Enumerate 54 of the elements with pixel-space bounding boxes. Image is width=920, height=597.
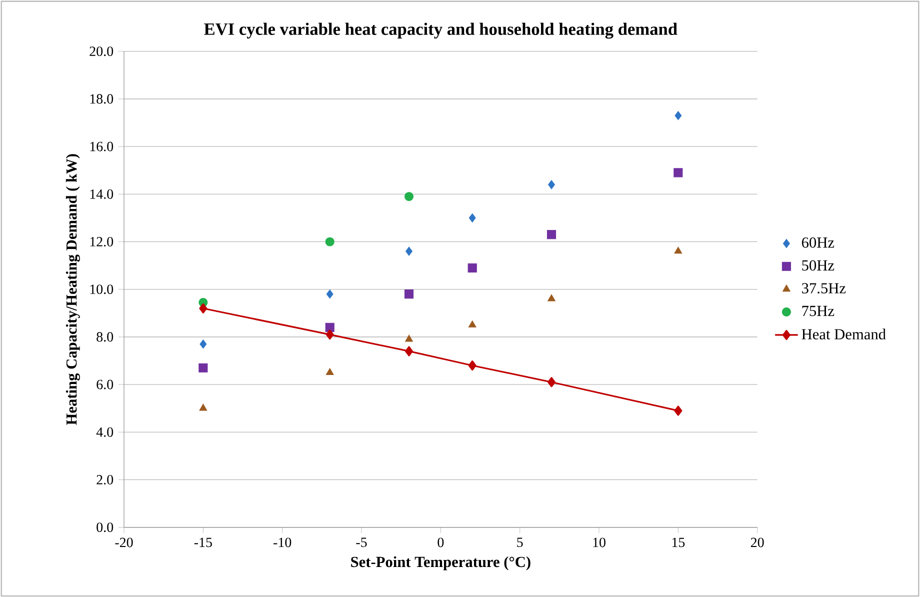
y-tick-label: 6.0 xyxy=(96,380,114,390)
point xyxy=(468,263,477,272)
point xyxy=(468,360,476,370)
y-tick-label: 14.0 xyxy=(90,189,114,199)
x-axis-title: Set-Point Temperature (°C) xyxy=(351,556,530,570)
point xyxy=(405,334,413,342)
y-tick-label: 12.0 xyxy=(90,236,114,246)
point xyxy=(674,405,682,416)
point xyxy=(674,168,683,178)
point xyxy=(404,289,414,298)
point xyxy=(406,246,412,256)
point xyxy=(199,404,208,411)
x-tick-label: 15 xyxy=(672,538,685,547)
x-tick-label: -5 xyxy=(356,538,367,547)
point xyxy=(326,289,334,298)
point xyxy=(404,192,414,201)
x-tick-label: 5 xyxy=(517,538,523,547)
x-tick-label: 20 xyxy=(750,538,764,548)
point xyxy=(548,294,556,302)
point xyxy=(468,213,476,222)
point xyxy=(200,339,207,348)
point xyxy=(468,320,476,328)
point xyxy=(326,329,334,340)
point xyxy=(548,180,555,189)
y-tick-label: 0.0 xyxy=(96,522,114,532)
x-tick-label: -20 xyxy=(115,538,133,548)
y-axis-title: Heating Capacity/Heating Demand ( kW) xyxy=(66,154,80,425)
legend-label: 37.5Hz xyxy=(802,282,846,294)
y-tick-label: 2.0 xyxy=(96,474,114,484)
y-tick-label: 16.0 xyxy=(90,142,114,152)
y-tick-label: 4.0 xyxy=(96,427,114,437)
point xyxy=(198,363,208,372)
x-tick-label: 0 xyxy=(438,538,444,548)
x-tick-label: -15 xyxy=(194,538,212,547)
x-tick-label: -10 xyxy=(274,538,292,548)
x-tick-label: 10 xyxy=(593,538,606,548)
point xyxy=(674,246,682,254)
chart-title: EVI cycle variable heat capacity and household heating demand xyxy=(204,22,678,38)
legend-label: 50Hz xyxy=(802,260,834,270)
y-tick-label: 20.0 xyxy=(90,46,114,56)
point xyxy=(674,110,682,120)
legend-label: Heat Demand xyxy=(802,328,886,340)
point xyxy=(325,237,334,246)
point xyxy=(546,230,556,239)
legend-label: 75Hz xyxy=(802,306,834,316)
y-tick-label: 18.0 xyxy=(90,94,114,104)
y-tick-label: 8.0 xyxy=(96,332,114,342)
point xyxy=(325,322,334,332)
point xyxy=(326,368,334,375)
legend-label: 60Hz xyxy=(802,237,834,248)
point xyxy=(199,303,208,314)
y-tick-label: 10.0 xyxy=(90,284,114,294)
point xyxy=(405,346,414,356)
point xyxy=(548,376,556,388)
